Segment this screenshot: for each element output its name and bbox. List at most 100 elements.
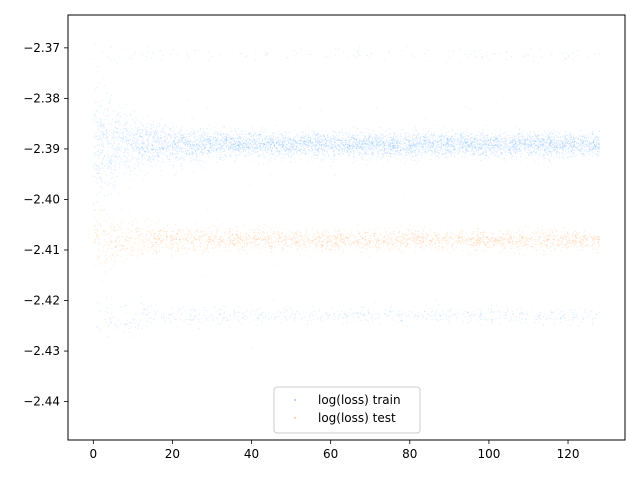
data-point <box>115 152 117 155</box>
data-point <box>188 153 191 155</box>
data-point <box>253 143 255 145</box>
data-point <box>452 145 455 147</box>
data-point <box>282 136 284 138</box>
data-point <box>202 140 204 143</box>
data-point <box>209 152 211 154</box>
data-point <box>152 136 154 138</box>
data-point <box>404 143 406 145</box>
data-point <box>392 140 394 142</box>
data-point <box>144 154 146 156</box>
data-point <box>285 137 287 139</box>
data-point <box>534 161 536 163</box>
data-point <box>151 129 153 131</box>
data-point <box>160 153 162 155</box>
data-point <box>333 156 335 158</box>
data-point <box>352 149 354 151</box>
data-point <box>541 138 544 140</box>
data-point <box>518 143 521 145</box>
data-point <box>142 153 144 155</box>
data-point <box>562 140 565 142</box>
data-point <box>448 145 451 147</box>
data-point <box>220 145 222 148</box>
data-point <box>343 140 345 143</box>
data-point <box>233 140 236 142</box>
data-point <box>389 141 391 143</box>
data-point <box>561 147 563 149</box>
data-point <box>312 133 314 135</box>
data-point <box>162 131 164 133</box>
data-point <box>336 136 338 138</box>
data-point <box>467 131 469 133</box>
data-point <box>465 147 467 149</box>
data-point <box>107 150 109 152</box>
data-point <box>280 139 282 141</box>
data-point <box>253 148 255 150</box>
data-point <box>487 141 489 143</box>
data-point <box>499 147 501 149</box>
data-point <box>557 136 559 138</box>
data-point <box>412 149 414 151</box>
data-point <box>226 138 228 140</box>
data-point <box>256 138 259 141</box>
data-point <box>103 77 105 79</box>
data-point <box>410 152 413 154</box>
data-point <box>138 149 140 152</box>
data-point <box>570 133 572 135</box>
data-point <box>200 135 202 137</box>
data-point <box>99 167 101 170</box>
data-point <box>441 152 443 155</box>
data-point <box>428 148 430 150</box>
data-point <box>271 140 273 142</box>
data-point <box>125 164 127 166</box>
data-point <box>125 124 127 126</box>
data-point <box>309 135 311 137</box>
data-point <box>452 135 454 137</box>
data-point <box>532 146 534 149</box>
data-point <box>221 144 223 146</box>
data-point <box>259 145 261 148</box>
data-point <box>383 150 385 152</box>
data-point <box>182 138 184 140</box>
data-point <box>119 161 121 163</box>
data-point <box>113 142 116 144</box>
data-point <box>314 132 316 134</box>
data-point <box>203 149 205 151</box>
data-point <box>312 129 314 131</box>
data-point <box>581 139 583 141</box>
data-point <box>256 136 258 138</box>
data-point <box>355 148 358 150</box>
data-point <box>510 145 512 147</box>
data-point <box>182 143 184 145</box>
data-point <box>467 142 469 144</box>
data-point <box>456 133 458 135</box>
data-point <box>291 142 293 144</box>
data-point <box>269 159 271 161</box>
data-point <box>502 157 504 160</box>
data-point <box>270 149 272 152</box>
data-point <box>284 135 286 137</box>
data-point <box>596 139 598 141</box>
data-point <box>248 153 250 155</box>
data-point <box>559 135 562 137</box>
data-point <box>563 145 565 147</box>
data-point <box>487 144 490 147</box>
data-point <box>338 149 340 151</box>
data-point <box>258 137 261 140</box>
data-point <box>547 147 549 149</box>
data-point <box>158 147 161 149</box>
data-point <box>357 147 360 149</box>
data-point <box>97 149 99 151</box>
data-point <box>137 140 139 142</box>
data-point <box>145 147 147 149</box>
data-point <box>322 142 324 144</box>
data-point <box>206 152 209 155</box>
data-point <box>111 145 114 147</box>
data-point <box>94 175 96 177</box>
data-point <box>225 139 227 141</box>
data-point <box>467 143 470 145</box>
data-point <box>330 156 332 158</box>
data-point <box>442 140 444 142</box>
data-point <box>520 155 522 158</box>
data-point <box>99 185 102 188</box>
data-point <box>471 144 473 147</box>
